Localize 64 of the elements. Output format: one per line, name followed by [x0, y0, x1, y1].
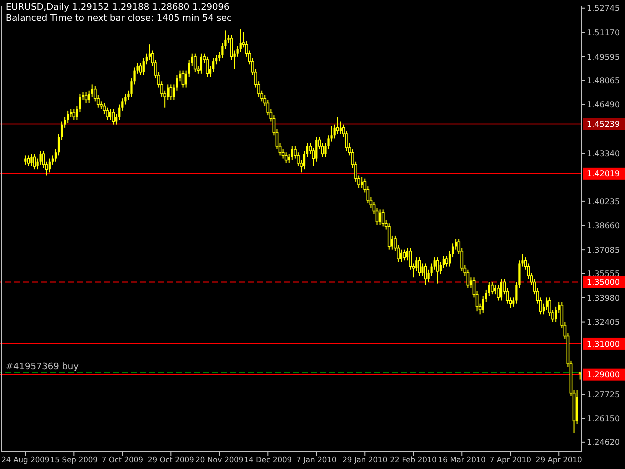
candlestick: [240, 28, 242, 53]
candlestick: [48, 158, 51, 174]
candlestick: [72, 108, 76, 121]
y-tick-label: 1.38660: [587, 222, 620, 231]
ref-line-label: 1.45239: [587, 120, 620, 130]
candlestick: [388, 223, 391, 250]
ref-line-label: #41957369 buy: [6, 362, 80, 373]
candlestick: [30, 154, 33, 167]
y-tick-label: 1.40235: [587, 197, 620, 206]
y-tick-label: 1.37085: [587, 246, 620, 255]
candlestick: [436, 257, 440, 284]
candlestick: [316, 136, 318, 162]
candlestick: [24, 155, 27, 166]
text: Balanced Time to next bar close: 1405 min 54 sec: [6, 14, 232, 24]
ref-line-label: 1.42019: [587, 170, 620, 179]
y-tick-label: 1.32405: [587, 318, 620, 328]
candlestick: [546, 297, 548, 311]
y-tick-label: 1.24620: [587, 438, 620, 448]
candlestick: [466, 269, 470, 289]
candlestick: [422, 263, 424, 277]
candlestick: [106, 107, 109, 121]
y-tick-label: 1.48065: [587, 76, 620, 86]
candlestick: [40, 150, 42, 166]
y-tick-label: 1.33980: [587, 294, 620, 303]
candlestick: [284, 152, 288, 164]
candlestick: [194, 53, 197, 73]
candlestick: [555, 306, 558, 323]
y-tick-label: 1.27725: [587, 390, 620, 400]
ref-line-label: 1.31000: [587, 340, 620, 349]
y-tick-label: 1.52745: [587, 4, 620, 14]
candlestick: [148, 44, 151, 61]
candlestick: [170, 84, 173, 101]
candlestick: [109, 108, 112, 121]
candlestick: [200, 53, 203, 74]
candlestick: [494, 284, 497, 296]
candlestick: [112, 108, 116, 126]
candlestick: [67, 110, 70, 124]
candlestick: [400, 249, 403, 263]
candlestick: [212, 58, 215, 73]
y-tick-label: 1.26150: [587, 414, 620, 424]
candlestick: [340, 121, 342, 135]
candlestick: [206, 56, 209, 78]
candlestick: [490, 282, 494, 296]
candlestick: [139, 62, 142, 76]
y-tick-label: 1.43340: [587, 149, 620, 158]
ref-line-label: 1.35000: [587, 278, 620, 288]
y-tick-label: 1.46490: [587, 100, 620, 110]
candlestick: [291, 146, 294, 161]
candlestick: [418, 257, 422, 277]
y-tick-label: 1.51170: [587, 28, 620, 38]
chart-title: EURUSD,Daily 1.29152 1.29188 1.28680 1.29096: [6, 3, 230, 13]
y-tick-label: 1.49595: [587, 52, 620, 62]
candlestick: [336, 116, 340, 135]
candlestick: [446, 256, 448, 268]
ref-line-label: 1.29000: [587, 370, 620, 380]
candlestick: [361, 176, 364, 189]
candlestick: [27, 155, 30, 167]
candlestick: [500, 278, 503, 302]
candlestick: [84, 92, 88, 104]
candlestick: [379, 209, 382, 226]
candlestick: [382, 209, 385, 228]
candlestick: [403, 249, 406, 262]
candlestick: [576, 390, 578, 425]
candlestick: [142, 58, 145, 76]
